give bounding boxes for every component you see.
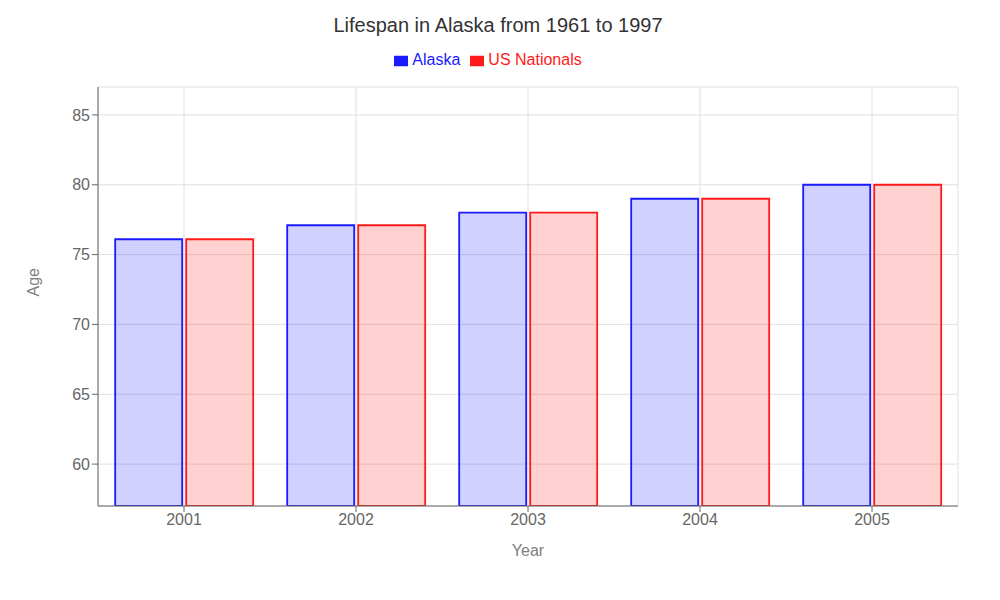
svg-text:2001: 2001 [166, 511, 202, 528]
svg-text:60: 60 [72, 456, 90, 473]
svg-text:65: 65 [72, 386, 90, 403]
svg-text:2005: 2005 [854, 511, 890, 528]
html-text:Lifespan in Alaska from 1961 t: Lifespan in Alaska from 1961 to 1997 [333, 14, 663, 36]
html-text:US Nationals: US Nationals [488, 51, 582, 68]
svg-text:Year: Year [512, 542, 545, 559]
html-text:Alaska: Alaska [412, 51, 461, 68]
svg-text:85: 85 [72, 107, 90, 124]
svg-text:2004: 2004 [682, 511, 718, 528]
svg-text:80: 80 [72, 176, 90, 193]
svg-text:70: 70 [72, 316, 90, 333]
svg-text:Age: Age [25, 268, 42, 297]
svg-text:2002: 2002 [338, 511, 374, 528]
svg-text:75: 75 [72, 246, 90, 263]
svg-text:2003: 2003 [510, 511, 546, 528]
